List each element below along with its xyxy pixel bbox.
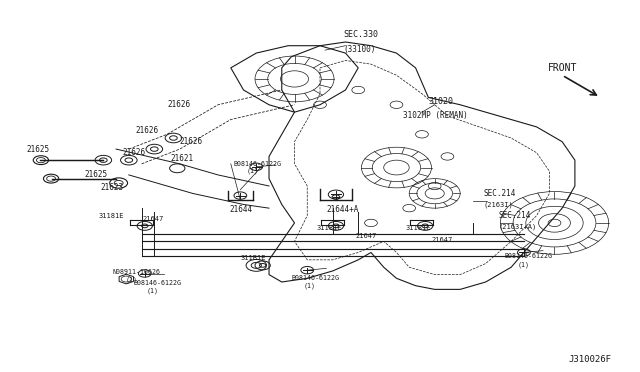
Text: 21623: 21623 (100, 183, 124, 192)
Text: (1): (1) (304, 282, 316, 289)
Text: 21647: 21647 (431, 237, 452, 243)
Text: B08146-6122G: B08146-6122G (234, 161, 282, 167)
Text: SEC.330: SEC.330 (343, 30, 378, 39)
Text: 21644+A: 21644+A (326, 205, 359, 215)
Text: B08146-6122G: B08146-6122G (505, 253, 553, 259)
Text: 311B1E: 311B1E (241, 255, 266, 261)
Text: (1): (1) (518, 261, 529, 267)
Text: N08911-10626: N08911-10626 (113, 269, 161, 275)
Text: 3102MP (REMAN): 3102MP (REMAN) (403, 111, 468, 121)
Text: (1): (1) (125, 277, 138, 283)
Text: 21647: 21647 (355, 233, 376, 239)
Text: (2163I+A): (2163I+A) (499, 223, 537, 230)
Text: 21626: 21626 (135, 126, 158, 135)
Text: 21625: 21625 (84, 170, 108, 179)
Text: FRONT: FRONT (547, 63, 577, 73)
Text: 21626: 21626 (167, 100, 190, 109)
Text: 31181E: 31181E (317, 225, 342, 231)
Text: 31181E: 31181E (99, 212, 124, 218)
Text: B08146-6122G: B08146-6122G (134, 280, 182, 286)
Text: SEC.214: SEC.214 (499, 211, 531, 220)
Text: 21621: 21621 (170, 154, 193, 163)
Text: 31181E: 31181E (406, 225, 431, 231)
Text: (1): (1) (246, 168, 259, 174)
Text: 21647: 21647 (143, 216, 164, 222)
Text: B08146-6122G: B08146-6122G (291, 275, 339, 280)
Text: 31020: 31020 (428, 97, 453, 106)
Text: 21644: 21644 (230, 205, 253, 215)
Text: 21625: 21625 (27, 145, 50, 154)
Text: (33100): (33100) (343, 45, 375, 54)
Text: 21626: 21626 (122, 148, 145, 157)
Text: (1): (1) (147, 288, 159, 295)
Text: J310026F: J310026F (568, 355, 611, 364)
Text: (2163I): (2163I) (483, 201, 513, 208)
Text: 21626: 21626 (180, 137, 203, 146)
Text: SEC.214: SEC.214 (483, 189, 515, 198)
